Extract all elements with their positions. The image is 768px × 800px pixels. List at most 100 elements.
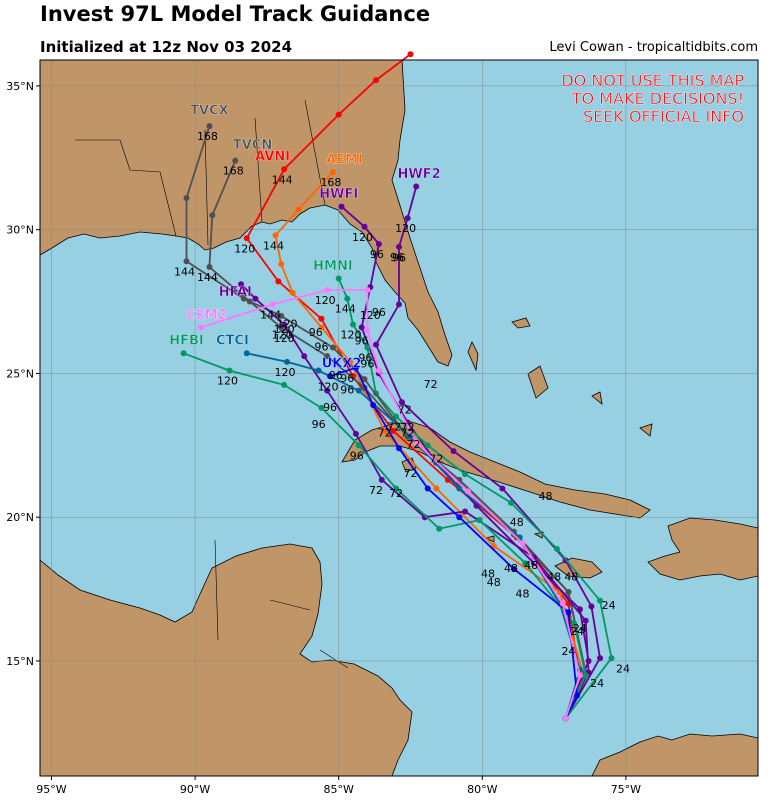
track-point-tvcx-11	[183, 195, 190, 202]
track-point-tvcx-6	[361, 376, 368, 383]
init-time: Initialized at 12z Nov 03 2024	[40, 38, 293, 56]
forecast-hour-labels: 1201441441689612096120729612014414416814…	[174, 130, 630, 690]
hour-label-26: 96	[323, 401, 337, 414]
tick-label-lat-2: 25°N	[6, 367, 34, 380]
track-point-ukx2-3	[510, 565, 517, 572]
track-point-hmni-9	[364, 344, 371, 351]
track-point-tvcn-11	[209, 212, 216, 219]
hour-label-ukx2-0: 120	[318, 380, 339, 393]
warning-line-2: TO MAKE DECISIONS!	[571, 89, 744, 108]
hour-label-aemi-1: 168	[320, 176, 341, 189]
hour-label-12: 48	[510, 516, 524, 529]
hour-label-30: 96	[314, 340, 328, 353]
track-point-ukx2-9	[327, 373, 334, 380]
hour-label-4: 24	[602, 599, 616, 612]
track-point-ukx2-5	[424, 485, 431, 492]
track-point-hwf2-7	[373, 341, 380, 348]
track-point-tvcx-7	[329, 344, 336, 351]
tick-label-lon-0: 95°W	[36, 783, 66, 796]
track-point-hwfi-8	[358, 324, 365, 331]
track-point-hfai-7	[352, 430, 359, 437]
hour-label-14: 48	[481, 568, 495, 581]
track-point-aemi-12	[329, 169, 336, 176]
land-layer	[40, 60, 758, 776]
hour-label-16: 72	[406, 438, 420, 451]
hour-label-hfbi-1: 120	[217, 375, 238, 388]
hour-label-35: 96	[329, 369, 343, 382]
land-south-america	[591, 733, 758, 776]
hour-label-hwfi-1: 120	[352, 231, 373, 244]
track-point-aemi-4	[433, 485, 440, 492]
hour-label-hmni-2: 120	[341, 329, 362, 342]
hour-label-hfbi-0: 96	[350, 449, 364, 462]
hour-label-22: 72	[401, 421, 415, 434]
tick-label-lon-4: 75°W	[611, 783, 641, 796]
hour-label-5: 24	[570, 625, 584, 638]
hour-label-21: 72	[378, 427, 392, 440]
tick-label-lon-3: 80°W	[467, 783, 497, 796]
track-point-hwf2-4	[499, 485, 506, 492]
track-point-hmni-1	[608, 655, 615, 662]
track-point-ctci-7	[315, 367, 322, 374]
hour-label-25: 96	[340, 384, 354, 397]
track-point-hwfi-10	[375, 241, 382, 248]
map-frame	[39, 59, 759, 777]
track-point-avni-10	[281, 166, 288, 173]
tick-label-lon-2: 85°W	[324, 783, 354, 796]
hour-label-hmni-0: 72	[387, 421, 401, 434]
hour-label-33: 96	[392, 251, 406, 264]
track-point-ctci-6	[355, 387, 362, 394]
model-name-labels: AVNI AEMI HWF2 HWFI HMNI TVCX TVCN HFAI CTCI HFBI…	[169, 103, 441, 372]
track-hfbi	[183, 352, 587, 719]
track-point-hmni-6	[424, 442, 431, 449]
track-point-aemi-5	[381, 427, 388, 434]
track-point-hwf2-8	[396, 301, 402, 308]
hour-label-1: 24	[616, 662, 630, 675]
hour-label-aemi-0: 144	[263, 239, 284, 252]
model-name-hfai: HFAI	[219, 285, 252, 300]
hour-label-tvcn-1: 168	[223, 165, 244, 178]
hour-label-39: 120	[360, 309, 381, 322]
track-point-avni-11	[335, 111, 342, 118]
model-name-hmni: HMNI	[313, 259, 353, 274]
hour-label-19: 72	[389, 487, 403, 500]
grid-lines	[40, 60, 758, 776]
model-name-tvcn: TVCN	[233, 138, 272, 153]
track-point-cem2-3	[519, 540, 526, 547]
model-name-hfbi: HFBI	[169, 334, 204, 349]
track-point-hfbi-4	[476, 517, 483, 524]
track-point-cem2-5	[413, 439, 420, 446]
track-point-hmni-3	[553, 545, 560, 552]
hour-label-cem2-1: 144	[260, 308, 281, 321]
track-point-tvcx-8	[278, 312, 285, 319]
hour-label-tvcn-0: 144	[197, 271, 218, 284]
model-name-hwfi: HWFI	[319, 187, 358, 202]
track-point-aemi-9	[278, 261, 285, 268]
model-tracks	[180, 51, 615, 722]
track-point-hwfi-11	[361, 223, 368, 230]
hour-label-15: 72	[429, 453, 443, 466]
tick-label-lat-1: 20°N	[6, 511, 34, 524]
hour-label-ctci-0: 120	[274, 366, 295, 379]
hour-label-hmni-3: 144	[335, 303, 356, 316]
hour-label-hmni-1: 96	[358, 352, 372, 365]
model-name-avni: AVNI	[255, 150, 290, 165]
track-point-ukx2-2	[565, 609, 572, 616]
model-name-cem2: CEM2	[186, 308, 226, 323]
hour-label-23: 72	[398, 404, 412, 417]
warning-line-3: SEEK OFFICIAL INFO	[583, 107, 744, 126]
model-name-ukx2: UKX2	[322, 357, 362, 372]
track-ukx2	[329, 366, 579, 719]
hour-label-0: 24	[590, 677, 604, 690]
hour-label-avni-0: 120	[234, 242, 255, 255]
track-point-hfbi-6	[393, 485, 400, 492]
track-point-avni-13	[407, 51, 414, 58]
track-point-hmni-10	[350, 321, 357, 328]
hour-label-7: 48	[487, 576, 501, 589]
track-point-tvcx-10	[183, 258, 190, 265]
track-point-hfbi-1	[582, 672, 589, 679]
hour-label-3: 24	[573, 622, 587, 635]
credit-text: Levi Cowan - tropicaltidbits.com	[549, 40, 758, 55]
track-point-hfbi-10	[226, 367, 233, 374]
